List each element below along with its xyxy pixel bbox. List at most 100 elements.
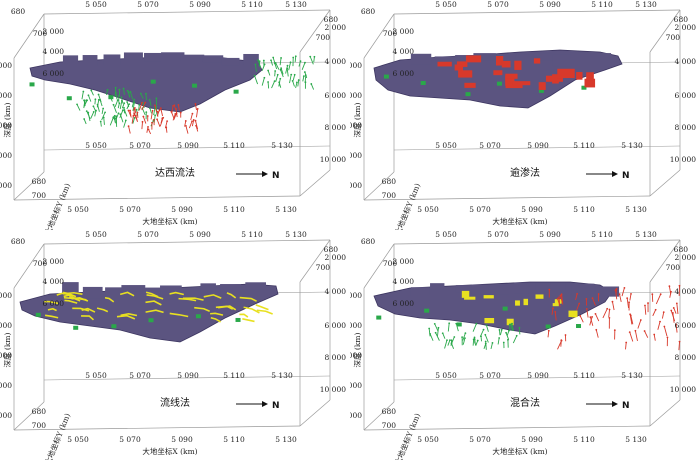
- flow-vector-green-head: [102, 107, 105, 110]
- flow-vector-green-head: [270, 59, 272, 62]
- right-y-tick: 680: [674, 15, 689, 24]
- flow-vector-red: [175, 108, 178, 118]
- surface-block: [245, 282, 266, 290]
- surface-block: [82, 286, 103, 299]
- right-depth-tick: 4 000: [675, 57, 697, 66]
- streamline: [47, 307, 57, 312]
- streamline: [169, 312, 189, 318]
- box-edge: [13, 401, 45, 431]
- streamline-patch: [506, 318, 514, 326]
- flow-vector-green-head: [292, 56, 295, 59]
- flow-vector-red: [629, 331, 634, 342]
- flow-vector-red-head: [623, 286, 626, 289]
- streamline-patch: [461, 290, 470, 298]
- flow-vector-red: [669, 291, 672, 298]
- flow-vector-green: [140, 93, 144, 99]
- flow-vector-red: [576, 303, 580, 311]
- percolation-cell: [495, 56, 504, 66]
- percolation-cell: [584, 78, 596, 88]
- mid-x-tick: 5 050: [85, 141, 107, 150]
- flow-vector-red-head: [662, 311, 665, 314]
- flow-vector-green-head: [154, 114, 157, 117]
- flow-vector-green: [292, 74, 296, 81]
- flow-vector-green-head: [145, 111, 148, 114]
- flow-vector-red-head: [153, 118, 155, 121]
- right-y-tick: 680: [324, 15, 339, 24]
- flow-vector-green: [101, 108, 104, 114]
- flow-vector-red-head: [671, 312, 674, 314]
- flow-vector-green-head: [106, 88, 109, 91]
- flow-vector-red: [128, 110, 132, 118]
- flow-vector-red-head: [659, 320, 661, 323]
- flow-vector-green: [444, 339, 448, 349]
- edge-block: [148, 318, 154, 323]
- streamline: [215, 305, 234, 310]
- flow-vector-green-head: [118, 88, 121, 91]
- inner-depth-tick: 2 000: [393, 27, 415, 36]
- edge-block: [111, 324, 117, 329]
- left-depth-tick: 4 000: [0, 91, 12, 100]
- flow-vector-green: [115, 118, 118, 127]
- flow-vector-green-head: [508, 323, 511, 326]
- bottom-x-tick: 5 090: [521, 205, 543, 214]
- flow-vector-green: [76, 104, 81, 111]
- flow-vector-red-head: [659, 293, 662, 296]
- flow-vector-green: [86, 110, 91, 119]
- surface-block: [82, 55, 98, 67]
- box-edge: [13, 243, 45, 289]
- right-depth-tick: 8 000: [325, 123, 347, 132]
- flow-vector-green: [309, 56, 314, 65]
- streamline: [145, 291, 159, 298]
- flow-vector-green: [472, 339, 475, 346]
- flow-vector-red: [595, 329, 599, 338]
- surface-block: [515, 54, 538, 63]
- axis-box: [363, 9, 681, 201]
- streamline: [242, 318, 255, 323]
- flow-vector-green-head: [274, 62, 277, 64]
- percolation-cell: [437, 61, 452, 67]
- mid-x-tick: 5 130: [271, 141, 293, 150]
- flow-vector-red-head: [133, 112, 136, 115]
- flow-vector-green: [130, 91, 134, 100]
- flow-vector-green: [484, 334, 489, 343]
- flow-vector-green: [132, 102, 135, 112]
- box-edge: [649, 399, 681, 427]
- flow-vector-red: [129, 110, 132, 116]
- inner-depth-tick: 6 000: [43, 69, 65, 78]
- flow-vector-green-head: [473, 338, 476, 341]
- right-y-tick: 680: [674, 245, 689, 254]
- flow-vector-red: [589, 317, 594, 326]
- flow-vector-red: [621, 287, 625, 297]
- flow-vector-red-head: [192, 118, 195, 121]
- flow-vector-green-head: [108, 94, 111, 97]
- surface-block: [533, 53, 553, 61]
- flow-vector-red-head: [184, 120, 187, 122]
- flow-vector-green-head: [112, 116, 115, 118]
- inner-depth-tick: 4 000: [393, 47, 415, 56]
- flow-vector-red: [190, 113, 193, 121]
- box-edge: [393, 9, 681, 15]
- surface-block: [220, 284, 242, 291]
- left-y-tick: 700: [33, 259, 48, 268]
- flow-vector-green: [297, 80, 300, 87]
- flow-vector-red: [134, 107, 137, 114]
- flow-vector-red-head: [618, 293, 621, 296]
- left-depth-tick: 4 000: [0, 321, 12, 330]
- flow-vector-red: [575, 293, 578, 301]
- box-edge: [363, 401, 395, 431]
- flow-vector-green-head: [276, 73, 279, 76]
- flow-vector-green-head: [96, 103, 99, 106]
- left-depth-tick: 2 000: [0, 61, 12, 70]
- mid-x-tick: 5 110: [573, 141, 595, 150]
- flow-vector-red-head: [608, 308, 611, 311]
- top-x-tick: 5 110: [241, 0, 263, 9]
- right-depth-tick: 10 000: [670, 385, 696, 394]
- flow-vector-red-head: [141, 101, 143, 104]
- depth-axis-title: 深度 (km): [2, 102, 12, 137]
- flow-vector-green-head: [124, 119, 127, 122]
- flow-vector-red: [678, 341, 680, 351]
- percolation-cell: [458, 70, 473, 78]
- flow-vector-red: [675, 324, 678, 333]
